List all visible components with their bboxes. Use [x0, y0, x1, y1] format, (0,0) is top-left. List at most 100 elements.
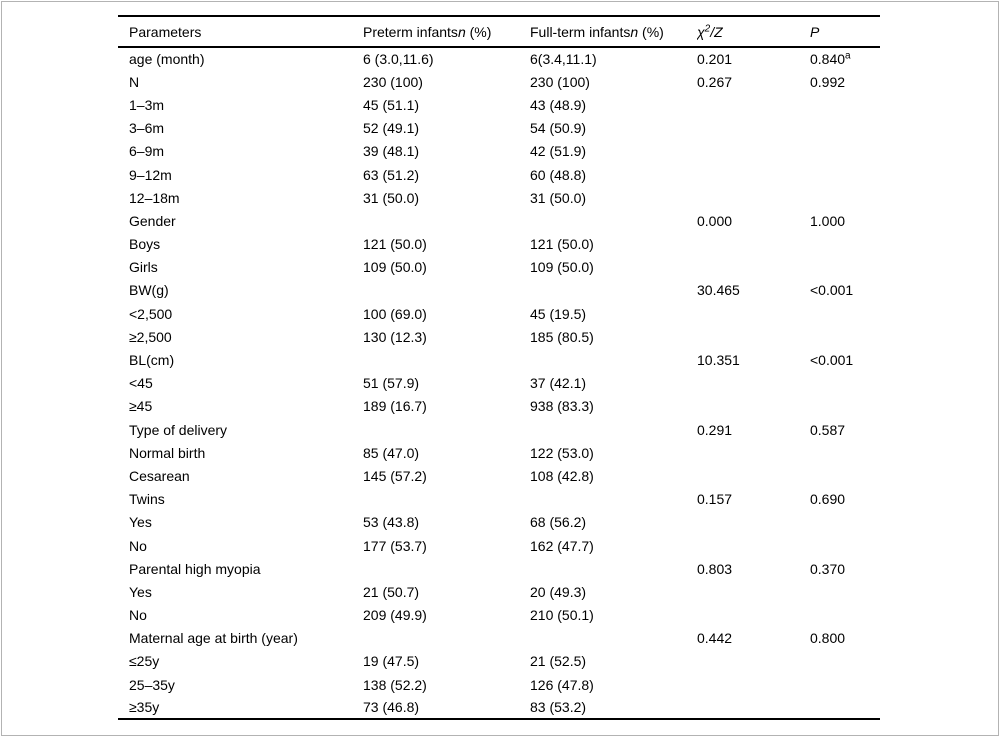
percent-label: (%): [465, 23, 492, 40]
p-value-cell: [810, 256, 880, 279]
comparison-table: Parameters Preterm infantsn (%) Full-ter…: [118, 15, 880, 721]
fullterm-cell: 68 (56.2): [530, 514, 587, 531]
chi-square-z-cell: 30.465: [697, 282, 740, 299]
fullterm-cell: 83 (53.2): [530, 699, 587, 716]
parameter-cell: Normal birth: [129, 444, 206, 461]
p-value-cell: [810, 696, 880, 719]
table-row: 25–35y 138 (52.2) 126 (47.8): [118, 673, 880, 696]
table-row: Type of delivery 0.291 0.587: [118, 418, 880, 441]
table-row: Girls 109 (50.0) 109 (50.0): [118, 256, 880, 279]
p-value-cell: 0.992: [810, 73, 846, 90]
p-value-cell: <0.001: [810, 282, 854, 299]
fullterm-cell: [530, 279, 697, 302]
parameter-cell: BW(g): [129, 282, 169, 299]
parameter-cell: Boys: [129, 236, 161, 253]
parameter-cell: Girls: [129, 259, 158, 276]
chi-square-z-cell: 0.201: [697, 51, 733, 68]
chi-square-z-cell: [697, 117, 810, 140]
parameter-cell: Yes: [129, 583, 152, 600]
preterm-cell: 21 (50.7): [363, 583, 420, 600]
table-row: BW(g) 30.465 <0.001: [118, 279, 880, 302]
parameter-cell: Maternal age at birth (year): [129, 630, 298, 647]
parameters-header-label: Parameters: [129, 23, 202, 40]
chi-square-z-cell: [697, 372, 810, 395]
table-row: ≥35y 73 (46.8) 83 (53.2): [118, 696, 880, 719]
chi-square-z-cell: [697, 441, 810, 464]
p-value-cell: [810, 673, 880, 696]
chi-square-z-cell: [697, 186, 810, 209]
percent-label: (%): [638, 23, 664, 40]
chi-square-z-cell: [697, 93, 810, 116]
chi-square-z-cell: [697, 464, 810, 487]
fullterm-cell: 43 (48.9): [530, 96, 587, 113]
fullterm-cell: 121 (50.0): [530, 236, 594, 253]
preterm-cell: [363, 209, 530, 232]
n-symbol: n: [630, 23, 639, 40]
p-value-cell: 0.587: [810, 421, 846, 438]
p-value-cell: [810, 580, 880, 603]
table-row: Gender 0.000 1.000: [118, 209, 880, 232]
table-row: <45 51 (57.9) 37 (42.1): [118, 372, 880, 395]
preterm-cell: 130 (12.3): [363, 328, 427, 345]
col-header-parameters: Parameters: [118, 16, 363, 48]
p-value-cell: [810, 650, 880, 673]
fullterm-cell: 45 (19.5): [530, 305, 587, 322]
fullterm-cell: [530, 209, 697, 232]
chi-square-z-cell: 0.157: [697, 491, 733, 508]
p-value-cell: 0.370: [810, 560, 846, 577]
parameter-cell: Cesarean: [129, 467, 190, 484]
table-row: Cesarean 145 (57.2) 108 (42.8): [118, 464, 880, 487]
p-value-cell: [810, 325, 880, 348]
fullterm-cell: 126 (47.8): [530, 676, 594, 693]
fullterm-cell: 938 (83.3): [530, 398, 594, 415]
table-row: BL(cm) 10.351 <0.001: [118, 348, 880, 371]
fullterm-cell: 230 (100): [530, 73, 590, 90]
fullterm-cell: 60 (48.8): [530, 166, 587, 183]
preterm-cell: 109 (50.0): [363, 259, 427, 276]
p-value-cell: [810, 464, 880, 487]
table-row: ≥2,500 130 (12.3) 185 (80.5): [118, 325, 880, 348]
fullterm-cell: [530, 348, 697, 371]
chi-square-z-cell: [697, 395, 810, 418]
preterm-cell: 121 (50.0): [363, 236, 427, 253]
preterm-header-label: Preterm infants: [363, 23, 458, 40]
p-value-cell: 0.840a: [810, 50, 851, 68]
preterm-cell: 39 (48.1): [363, 143, 420, 160]
parameter-cell: 6–9m: [129, 143, 165, 160]
preterm-cell: 45 (51.1): [363, 96, 420, 113]
table-row: Yes 53 (43.8) 68 (56.2): [118, 511, 880, 534]
parameter-cell: 1–3m: [129, 96, 165, 113]
parameter-cell: ≥45: [129, 398, 153, 415]
parameter-cell: <2,500: [129, 305, 173, 322]
chi-square-z-cell: 0.291: [697, 421, 733, 438]
col-header-chi-square-z: χ2/Z: [697, 16, 810, 48]
preterm-cell: [363, 279, 530, 302]
p-value-cell: [810, 302, 880, 325]
preterm-cell: 177 (53.7): [363, 537, 427, 554]
header-row: Parameters Preterm infantsn (%) Full-ter…: [118, 16, 880, 48]
preterm-cell: 85 (47.0): [363, 444, 420, 461]
preterm-cell: [363, 418, 530, 441]
chi-square-z-cell: [697, 325, 810, 348]
chi-square-z-cell: [697, 511, 810, 534]
parameter-cell: Type of delivery: [129, 421, 228, 438]
preterm-cell: 51 (57.9): [363, 375, 420, 392]
chi-square-z-cell: [697, 604, 810, 627]
table-body: age (month) 6 (3.0,11.6) 6(3.4,11.1) 0.201 0…: [118, 47, 880, 719]
table-row: age (month) 6 (3.0,11.6) 6(3.4,11.1) 0.201 0…: [118, 47, 880, 70]
preterm-cell: 63 (51.2): [363, 166, 420, 183]
chi-square-z-cell: [697, 696, 810, 719]
preterm-cell: 52 (49.1): [363, 120, 420, 137]
fullterm-header-label: Full-term infants: [530, 23, 631, 40]
chi-exponent: 2: [704, 22, 711, 34]
chi-square-z-cell: [697, 302, 810, 325]
parameter-cell: ≤25y: [129, 653, 160, 670]
fullterm-cell: 31 (50.0): [530, 189, 587, 206]
p-footnote-marker: a: [845, 50, 851, 62]
fullterm-cell: 185 (80.5): [530, 328, 594, 345]
col-header-preterm: Preterm infantsn (%): [363, 16, 530, 48]
preterm-cell: 230 (100): [363, 73, 423, 90]
p-value-cell: [810, 186, 880, 209]
chi-square-z-cell: [697, 534, 810, 557]
parameter-cell: Gender: [129, 212, 176, 229]
